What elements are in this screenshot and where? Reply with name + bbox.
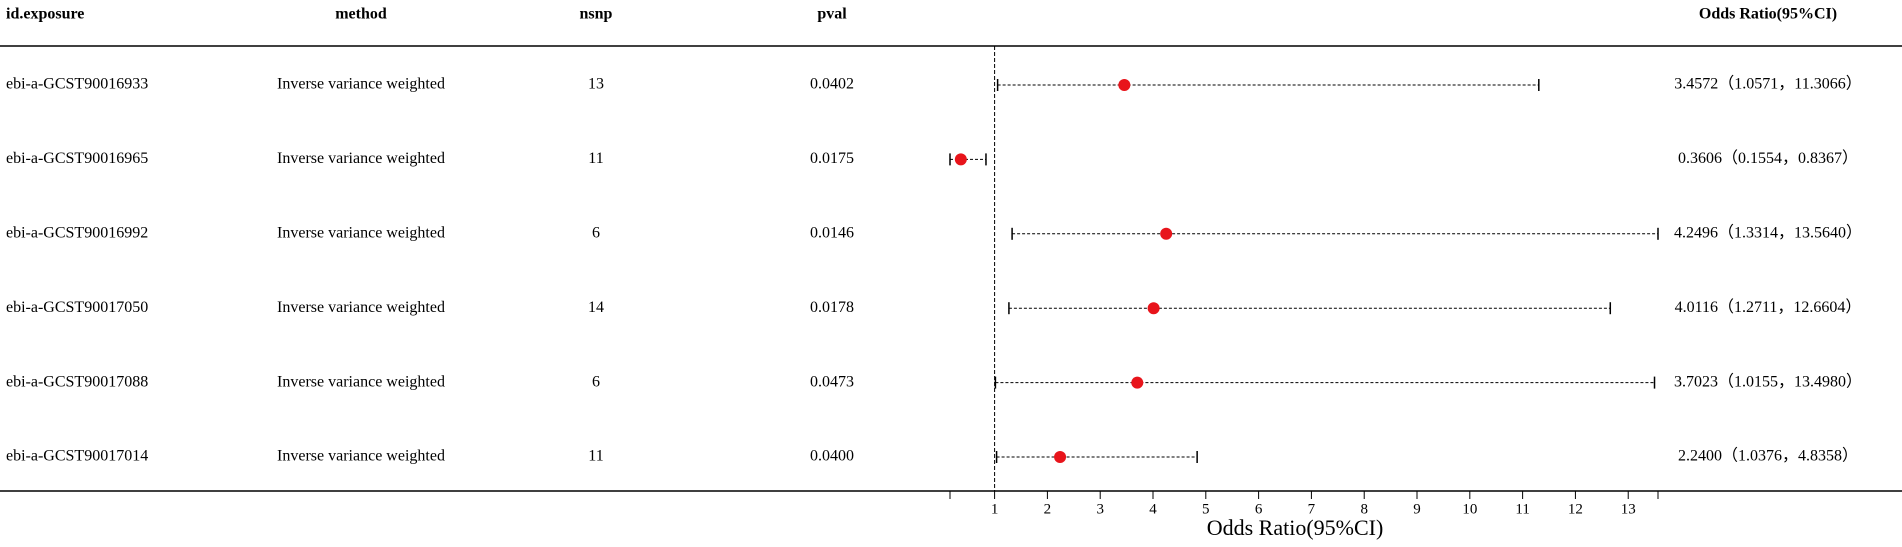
point-estimate [1054, 451, 1067, 463]
header-method: method [335, 6, 387, 23]
x-tick-label: 4 [1149, 501, 1157, 517]
header-id: id.exposure [6, 6, 84, 23]
table-cell: 13 [588, 76, 604, 93]
table-cell: ebi-a-GCST90017088 [6, 373, 148, 390]
or-label: 3.7023（1.0155，13.4980） [1674, 372, 1862, 390]
table-cell: 6 [592, 373, 600, 390]
table-cell: Inverse variance weighted [277, 448, 445, 465]
x-tick-label: 8 [1360, 501, 1368, 517]
table-cell: Inverse variance weighted [277, 224, 445, 241]
x-tick-label: 12 [1568, 501, 1583, 517]
point-estimate [954, 153, 967, 166]
x-tick-label: 5 [1202, 501, 1210, 517]
table-cell: 0.0473 [810, 373, 854, 390]
point-estimate [1160, 227, 1173, 240]
or-label: 3.4572（1.0571，11.3066） [1674, 75, 1861, 93]
x-tick-label: 10 [1462, 501, 1477, 517]
table-cell: 6 [592, 224, 600, 241]
point-estimate [1147, 302, 1160, 315]
point-estimate [1118, 79, 1131, 91]
x-axis-label: Odds Ratio(95%CI) [1207, 515, 1384, 540]
table-cell: ebi-a-GCST90017050 [6, 299, 148, 316]
x-tick-label: 7 [1308, 501, 1316, 517]
x-tick-label: 9 [1413, 501, 1421, 517]
table-cell: 11 [588, 150, 603, 167]
x-tick-label: 13 [1621, 501, 1636, 517]
table-cell: Inverse variance weighted [277, 373, 445, 390]
x-tick-label: 11 [1515, 501, 1529, 517]
table-cell: 11 [588, 448, 603, 465]
header-pval: pval [817, 6, 847, 23]
table-cell: ebi-a-GCST90017014 [6, 448, 148, 465]
table-cell: 0.0402 [810, 76, 854, 93]
or-label: 0.3606（0.1554，0.8367） [1678, 149, 1858, 167]
x-tick-label: 3 [1096, 501, 1104, 517]
table-cell: ebi-a-GCST90016933 [6, 76, 148, 93]
table-cell: Inverse variance weighted [277, 76, 445, 93]
point-estimate [1131, 376, 1144, 389]
or-label: 4.0116（1.2711，12.6604） [1675, 298, 1862, 316]
table-cell: 0.0178 [810, 299, 854, 316]
or-label: 4.2496（1.3314，13.5640） [1674, 223, 1862, 241]
table-cell: ebi-a-GCST90016992 [6, 224, 148, 241]
or-label: 2.2400（1.0376，4.8358） [1678, 447, 1858, 465]
table-cell: ebi-a-GCST90016965 [6, 150, 148, 167]
header-or: Odds Ratio(95%CI) [1699, 6, 1837, 23]
table-cell: 0.0146 [810, 224, 854, 241]
table-cell: Inverse variance weighted [277, 150, 445, 167]
x-tick-label: 2 [1044, 501, 1052, 517]
table-cell: 0.0400 [810, 448, 854, 465]
x-tick-label: 1 [991, 501, 999, 517]
header-nsnp: nsnp [580, 6, 613, 23]
table-cell: 0.0175 [810, 150, 854, 167]
table-cell: Inverse variance weighted [277, 299, 445, 316]
x-tick-label: 6 [1255, 501, 1263, 517]
table-cell: 14 [588, 299, 604, 316]
